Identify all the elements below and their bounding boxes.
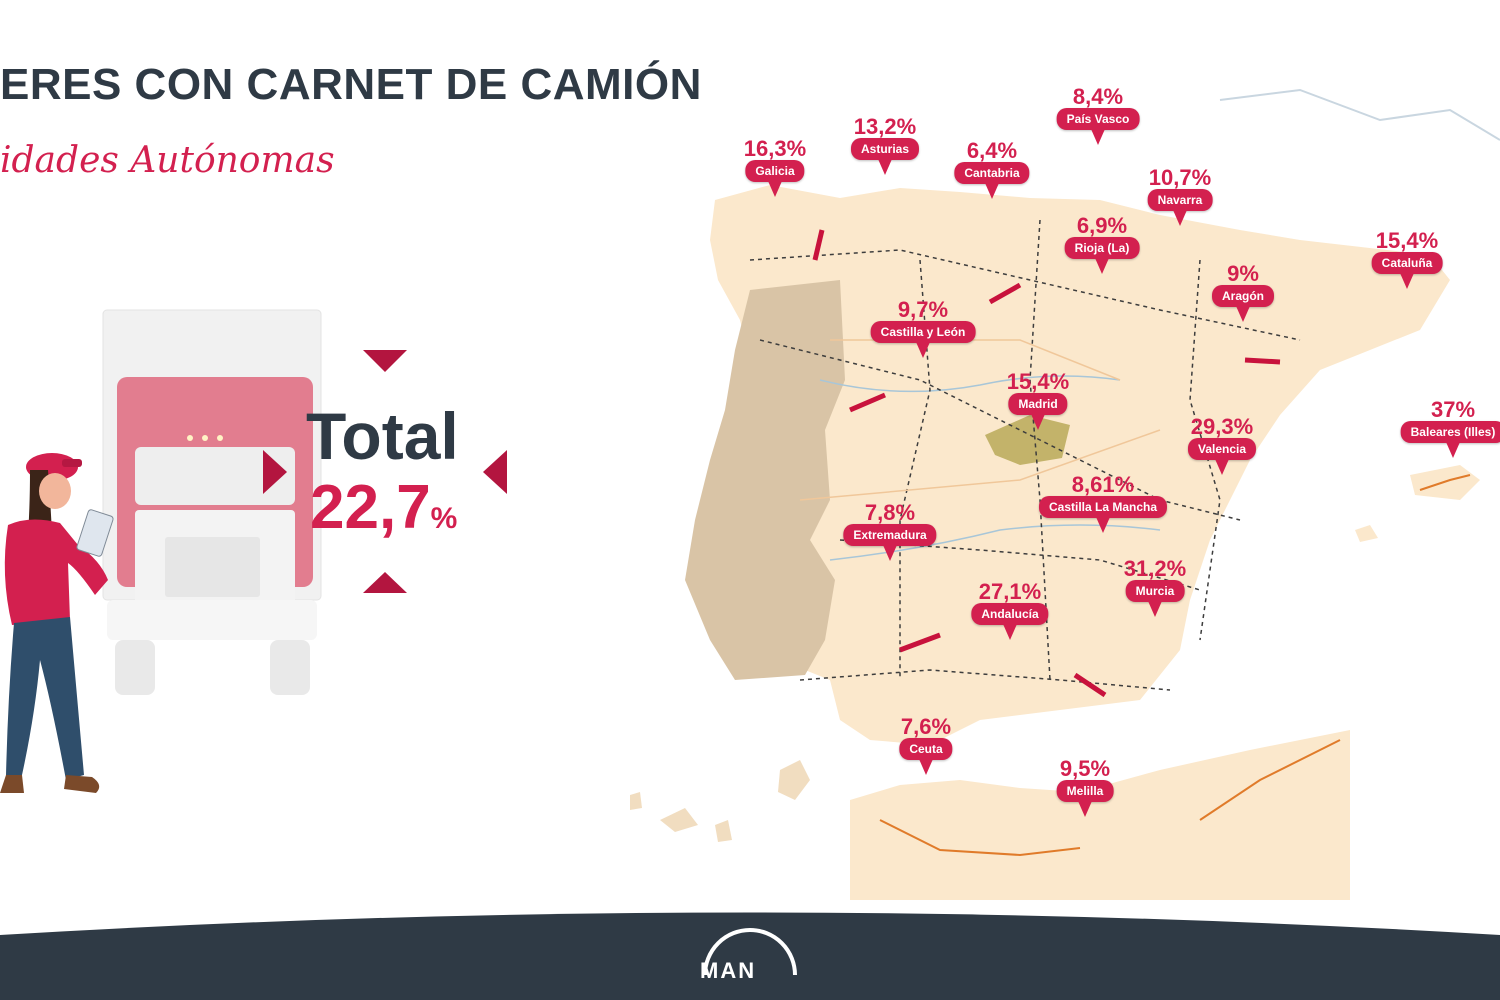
- total-value: 22,7%: [310, 473, 458, 542]
- truck-illustration: [102, 309, 322, 695]
- map-pin-icon: [916, 342, 930, 358]
- north-africa-shape: [850, 730, 1350, 900]
- map-pin-icon: [1096, 517, 1110, 533]
- region-percent-pa-s-vasco: 8,4%: [1072, 84, 1124, 109]
- region-label-rioja-la: Rioja (La): [1064, 237, 1140, 259]
- spain-map: [630, 88, 1500, 900]
- map-pin-icon: [883, 545, 897, 561]
- region-percent-ceuta: 7,6%: [900, 714, 952, 739]
- madrid-region-shape: [985, 415, 1070, 465]
- region-label-baleares-illes: Baleares (Illes): [1400, 421, 1500, 443]
- region-label-madrid: Madrid: [1008, 393, 1068, 415]
- page-subtitle: idades Autónomas: [0, 140, 335, 181]
- region-label-cantabria: Cantabria: [954, 162, 1030, 184]
- map-pin-icon: [768, 181, 782, 197]
- map-pin-icon: [1236, 306, 1250, 322]
- region-percent-arag-n: 9%: [1227, 261, 1259, 286]
- region-label-arag-n: Aragón: [1212, 285, 1274, 307]
- map-pin-icon: [1091, 129, 1105, 145]
- map-pin-icon: [1148, 601, 1162, 617]
- page-title: ERES CON CARNET DE CAMIÓN: [0, 60, 702, 109]
- map-pin-icon: [1173, 210, 1187, 226]
- region-label-andaluc-a: Andalucía: [971, 603, 1049, 625]
- region-label-galicia: Galicia: [745, 160, 805, 182]
- man-logo-text: MAN: [700, 958, 757, 983]
- map-pin-icon: [1003, 624, 1017, 640]
- region-percent-madrid: 15,4%: [1006, 369, 1070, 394]
- region-label-castilla-la-mancha: Castilla La Mancha: [1038, 496, 1168, 518]
- region-label-navarra: Navarra: [1147, 189, 1213, 211]
- region-percent-murcia: 31,2%: [1123, 556, 1187, 581]
- region-percent-catalu-a: 15,4%: [1375, 228, 1439, 253]
- region-percent-melilla: 9,5%: [1059, 756, 1111, 781]
- region-percent-baleares-illes: 37%: [1430, 397, 1476, 422]
- map-pin-icon: [878, 159, 892, 175]
- france-border-lines: [1219, 88, 1500, 141]
- region-percent-castilla-la-mancha: 8,61%: [1071, 472, 1135, 497]
- total-frame-decoration: [263, 350, 507, 593]
- map-pin-icon: [1400, 273, 1414, 289]
- map-pin-icon: [1078, 801, 1092, 817]
- footer-band: [0, 912, 1500, 1000]
- map-pin-icon: [985, 183, 999, 199]
- region-label-murcia: Murcia: [1125, 580, 1185, 602]
- region-percent-extremadura: 7,8%: [864, 500, 916, 525]
- region-percent-valencia: 29,3%: [1190, 414, 1254, 439]
- region-label-asturias: Asturias: [850, 138, 920, 160]
- map-pin-icon: [919, 759, 933, 775]
- map-pin-icon: [1215, 459, 1229, 475]
- map-pin-icon: [1031, 414, 1045, 430]
- total-label: Total: [306, 399, 459, 473]
- woman-driver-illustration: [0, 453, 114, 793]
- region-label-catalu-a: Cataluña: [1371, 252, 1443, 274]
- region-percent-navarra: 10,7%: [1148, 165, 1212, 190]
- man-logo-icon: [703, 928, 797, 976]
- total-unit: %: [430, 502, 458, 535]
- portugal-shape: [685, 280, 845, 680]
- map-pin-icon: [1095, 258, 1109, 274]
- region-percent-galicia: 16,3%: [743, 136, 807, 161]
- region-percent-andaluc-a: 27,1%: [978, 579, 1042, 604]
- region-percent-asturias: 13,2%: [853, 114, 917, 139]
- region-percent-castilla-y-le-n: 9,7%: [897, 297, 949, 322]
- region-label-castilla-y-le-n: Castilla y León: [870, 321, 976, 343]
- map-pin-icon: [1446, 442, 1460, 458]
- region-label-melilla: Melilla: [1056, 780, 1114, 802]
- region-label-valencia: Valencia: [1187, 438, 1257, 460]
- region-percent-cantabria: 6,4%: [966, 138, 1018, 163]
- region-label-extremadura: Extremadura: [843, 524, 937, 546]
- region-percent-rioja-la: 6,9%: [1076, 213, 1128, 238]
- region-label-ceuta: Ceuta: [899, 738, 953, 760]
- region-label-pa-s-vasco: País Vasco: [1056, 108, 1140, 130]
